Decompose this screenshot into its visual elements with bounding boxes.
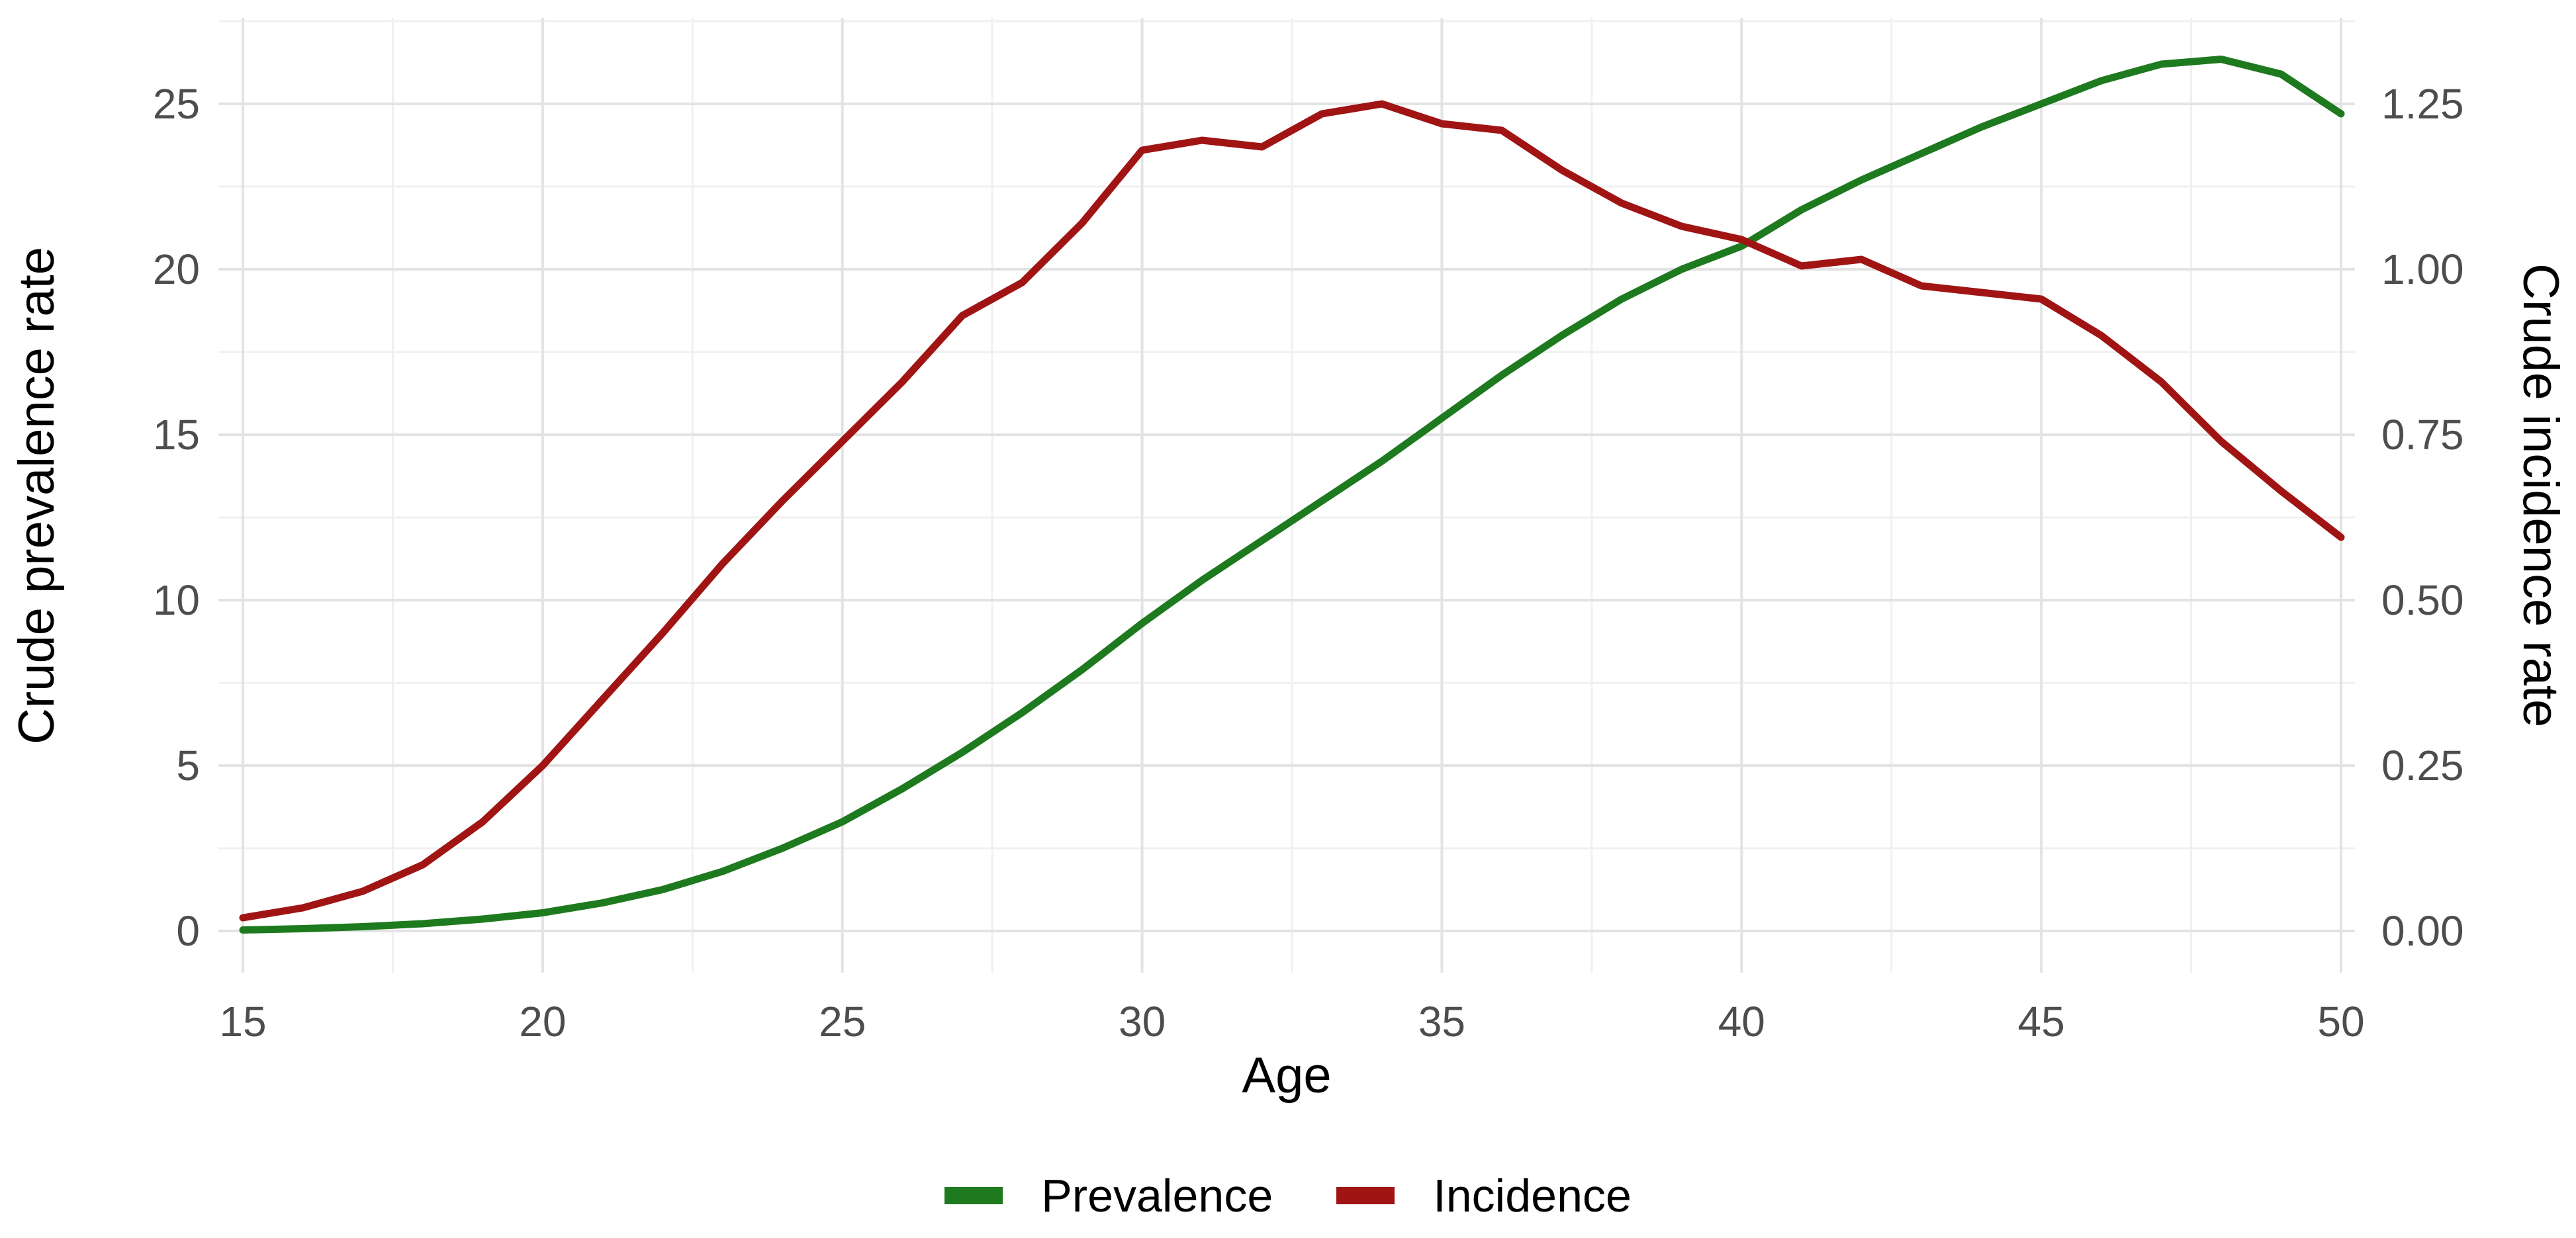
y-axis-title-left: Crude prevalence rate <box>9 246 65 744</box>
y-axis-tick-right: 0.00 <box>2381 907 2464 955</box>
series-lines <box>239 56 2345 934</box>
y-axis-tick-left: 25 <box>152 80 200 128</box>
y-axis-tick-left: 10 <box>152 576 200 624</box>
y-axis-tick-right: 0.75 <box>2381 411 2464 459</box>
x-axis-tick: 15 <box>219 998 267 1045</box>
x-axis-tick: 45 <box>2017 998 2065 1045</box>
legend-item-prevalence: Prevalence <box>944 1172 1273 1219</box>
x-axis-tick: 35 <box>1418 998 1466 1045</box>
legend-swatch-prevalence <box>944 1187 1003 1204</box>
y-axis-tick-right: 0.25 <box>2381 742 2464 789</box>
legend-label: Incidence <box>1433 1170 1632 1221</box>
incidence-line <box>239 100 2345 922</box>
y-axis-tick-left: 15 <box>152 411 200 459</box>
y-axis-tick-left: 5 <box>176 742 200 789</box>
gridlines-major <box>218 18 2355 973</box>
legend-label: Prevalence <box>1041 1170 1273 1221</box>
legend-item-incidence: Incidence <box>1336 1172 1632 1219</box>
legend: Prevalence Incidence <box>0 1172 2576 1219</box>
x-axis-tick: 30 <box>1118 998 1166 1045</box>
prevalence-line <box>239 56 2345 934</box>
x-axis-tick: 40 <box>1718 998 1765 1045</box>
x-axis-title: Age <box>1242 1047 1332 1104</box>
x-axis-tick: 50 <box>2317 998 2365 1045</box>
y-axis-tick-left: 20 <box>152 245 200 293</box>
y-axis-tick-right: 1.25 <box>2381 80 2464 128</box>
y-axis-title-right: Crude incidence rate <box>2512 263 2569 728</box>
legend-swatch-incidence <box>1336 1187 1395 1204</box>
y-axis-tick-right: 0.50 <box>2381 576 2464 624</box>
x-axis-tick: 25 <box>819 998 866 1045</box>
gridlines-minor <box>218 18 2355 973</box>
y-axis-tick-right: 1.00 <box>2381 245 2464 293</box>
x-axis-tick: 20 <box>519 998 567 1045</box>
y-axis-tick-left: 0 <box>176 907 200 955</box>
